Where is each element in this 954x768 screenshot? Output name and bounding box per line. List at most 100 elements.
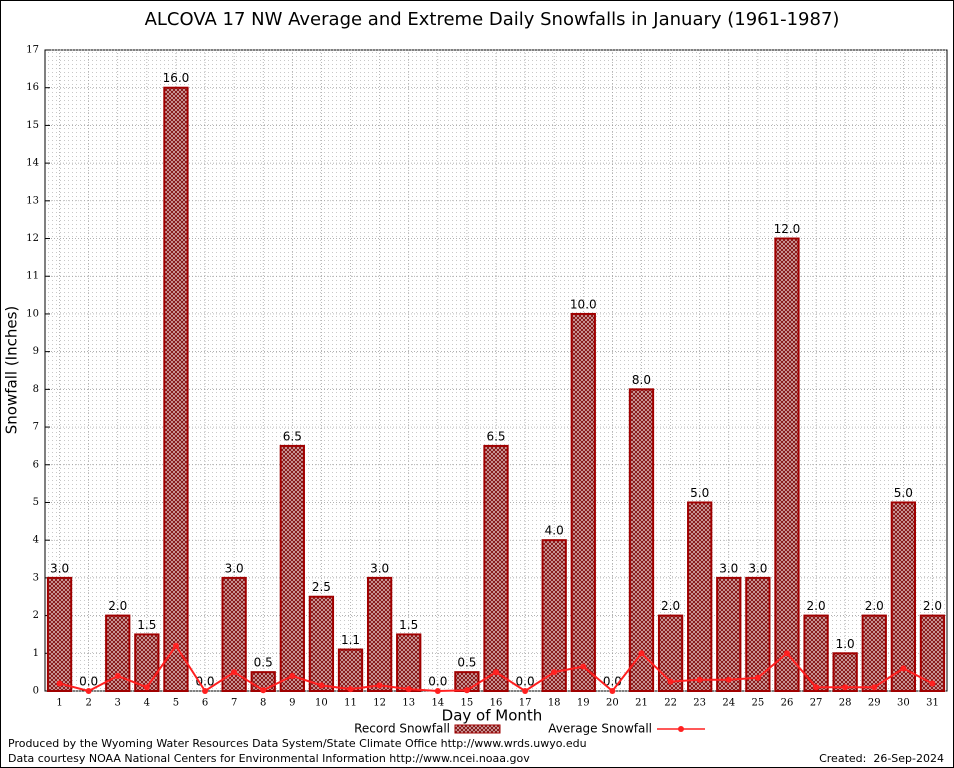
y-tick-label: 10	[26, 308, 39, 319]
bar	[745, 576, 771, 692]
bar	[134, 633, 160, 692]
data-label: 0.5	[254, 656, 273, 670]
x-tick-label: 28	[839, 698, 852, 709]
x-axis-label: Day of Month	[442, 707, 543, 725]
data-label: 16.0	[163, 71, 190, 85]
bar	[774, 237, 800, 692]
marker	[85, 688, 92, 694]
data-label: 10.0	[570, 297, 597, 311]
legend-marker	[678, 726, 684, 732]
data-label: 6.5	[283, 429, 302, 443]
x-tick-label: 22	[664, 698, 677, 709]
y-tick-label: 6	[33, 459, 39, 470]
x-tick-label: 24	[722, 698, 735, 709]
x-tick-label: 8	[260, 698, 266, 709]
x-tick-label: 7	[231, 698, 237, 709]
y-tick-label: 7	[33, 422, 39, 433]
data-label: 1.1	[341, 633, 360, 647]
marker	[463, 687, 470, 694]
data-label: 2.0	[923, 599, 942, 613]
data-label: 3.0	[748, 561, 767, 575]
bar	[657, 614, 684, 693]
x-tick-label: 9	[289, 698, 295, 709]
x-tick-label: 13	[402, 698, 415, 709]
data-label: 12.0	[774, 222, 801, 236]
marker	[318, 682, 325, 689]
y-tick-label: 4	[33, 535, 39, 546]
marker	[871, 684, 878, 691]
data-label: 8.0	[632, 373, 651, 387]
data-label: 0.5	[457, 656, 476, 670]
marker	[172, 642, 179, 649]
bar	[483, 444, 509, 693]
x-tick-label: 10	[315, 698, 328, 709]
data-label: 5.0	[894, 486, 913, 500]
bar	[105, 614, 131, 693]
marker	[493, 669, 499, 676]
y-tick-label: 2	[33, 610, 39, 621]
bar	[366, 576, 393, 692]
data-label: 5.0	[690, 486, 709, 500]
data-label: 2.0	[661, 599, 680, 613]
footer-text: Produced by the Wyoming Water Resources …	[8, 737, 587, 750]
marker	[434, 688, 441, 694]
x-tick-label: 15	[461, 698, 474, 709]
data-label: 0.0	[79, 675, 98, 689]
x-tick-label: 30	[897, 698, 910, 709]
data-label: 4.0	[545, 524, 564, 538]
x-tick-label: 12	[373, 698, 386, 709]
bar	[396, 633, 422, 692]
footer-text: Created: 26-Sep-2024	[819, 752, 944, 765]
y-tick-label: 5	[33, 497, 39, 508]
marker	[143, 684, 150, 691]
bar	[46, 576, 73, 692]
y-tick-label: 8	[33, 384, 39, 395]
bar	[890, 501, 916, 692]
y-tick-label: 1	[33, 648, 39, 659]
x-tick-label: 11	[344, 698, 357, 709]
marker	[202, 688, 209, 694]
bar	[803, 614, 829, 693]
bar	[628, 388, 655, 692]
marker	[900, 665, 907, 672]
marker	[260, 687, 267, 694]
marker	[347, 686, 354, 693]
chart-title: ALCOVA 17 NW Average and Extreme Daily S…	[145, 9, 840, 30]
marker	[783, 650, 790, 657]
bar	[919, 614, 946, 693]
marker	[56, 680, 63, 687]
y-tick-label: 17	[26, 45, 39, 56]
marker	[289, 672, 296, 679]
x-tick-label: 1	[56, 698, 62, 709]
data-label: 3.0	[719, 561, 738, 575]
marker	[929, 680, 936, 687]
marker	[405, 686, 412, 693]
x-tick-label: 31	[926, 698, 939, 709]
marker	[842, 684, 849, 691]
x-tick-label: 17	[519, 698, 532, 709]
marker	[580, 663, 587, 670]
y-tick-label: 9	[33, 346, 39, 357]
x-tick-label: 4	[144, 698, 150, 709]
y-tick-label: 14	[26, 158, 39, 169]
data-label: 1.0	[836, 637, 855, 651]
marker	[813, 684, 820, 691]
data-label: 2.0	[108, 599, 127, 613]
data-label: 1.5	[137, 618, 156, 632]
x-tick-label: 29	[868, 698, 881, 709]
bar	[570, 312, 596, 692]
y-tick-label: 3	[33, 572, 39, 583]
bar	[337, 648, 364, 693]
footer-text: Data courtesy NOAA National Centers for …	[8, 752, 530, 765]
x-tick-label: 18	[548, 698, 561, 709]
bar	[687, 501, 713, 692]
marker	[376, 682, 383, 689]
y-tick-label: 0	[33, 686, 39, 697]
marker	[696, 676, 703, 683]
x-tick-label: 21	[635, 698, 648, 709]
x-tick-label: 2	[85, 698, 91, 709]
x-tick-label: 23	[693, 698, 706, 709]
marker	[725, 676, 732, 683]
x-tick-label: 25	[752, 698, 765, 709]
bar	[716, 576, 742, 692]
